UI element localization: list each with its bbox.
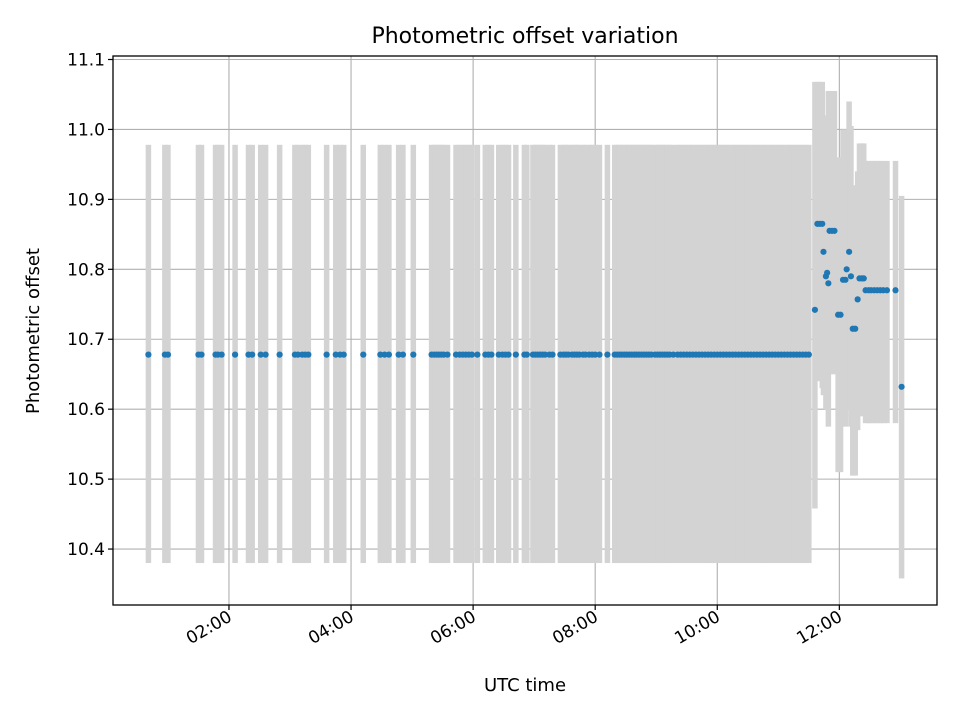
data-point [249,351,256,358]
data-point [847,273,855,280]
y-tick-label: 10.5 [67,470,105,490]
data-point [488,351,495,358]
data-point [824,269,831,276]
y-tick-label: 10.9 [67,190,105,210]
data-point [468,351,475,358]
data-point [549,351,556,358]
data-point [542,351,549,358]
data-point [842,276,849,283]
data-point [512,351,519,358]
data-point [854,296,861,303]
data-point [198,351,205,358]
y-axis-label: Photometric offset [23,248,44,414]
data-point [892,287,899,294]
data-point [837,311,844,318]
data-point [852,325,859,332]
data-point [860,275,867,282]
data-point [592,351,599,358]
data-point [145,351,152,358]
data-point [819,220,826,227]
data-point [831,227,838,234]
data-point [257,351,264,358]
data-point [399,351,407,358]
data-point [825,280,832,287]
plot-frame [112,55,938,606]
data-point [340,351,347,358]
data-point [523,351,530,358]
data-point [381,351,388,358]
data-point [231,351,239,358]
data-point [474,351,481,358]
y-tick-label: 11.1 [67,50,105,70]
data-point [262,351,269,358]
point-layer [145,220,905,390]
y-tick-label: 11.0 [67,120,105,140]
data-point [811,306,819,313]
data-point [805,351,812,358]
data-point [218,351,225,358]
data-point [385,351,392,358]
data-point [846,248,853,255]
data-point [395,351,402,358]
data-point [294,351,302,358]
data-point [323,351,330,358]
data-point [604,351,611,358]
data-point [596,351,603,358]
errorbar-layer [145,81,905,579]
data-point [444,351,451,358]
data-point [332,351,339,358]
chart-title: Photometric offset variation [371,24,678,49]
data-point [360,351,367,358]
data-point [898,383,905,390]
data-point [164,351,172,358]
y-tick-label: 10.7 [67,330,105,350]
data-point [505,351,512,358]
data-point [377,351,384,358]
x-axis-label: UTC time [484,675,566,696]
data-point [305,351,312,358]
data-point [883,287,891,294]
data-point [276,351,283,358]
data-point [410,351,417,358]
data-point [820,248,827,255]
data-point [843,266,850,273]
data-point [670,351,677,358]
y-tick-label: 10.4 [67,540,105,560]
y-tick-label: 10.6 [67,400,105,420]
y-tick-label: 10.8 [67,260,105,280]
